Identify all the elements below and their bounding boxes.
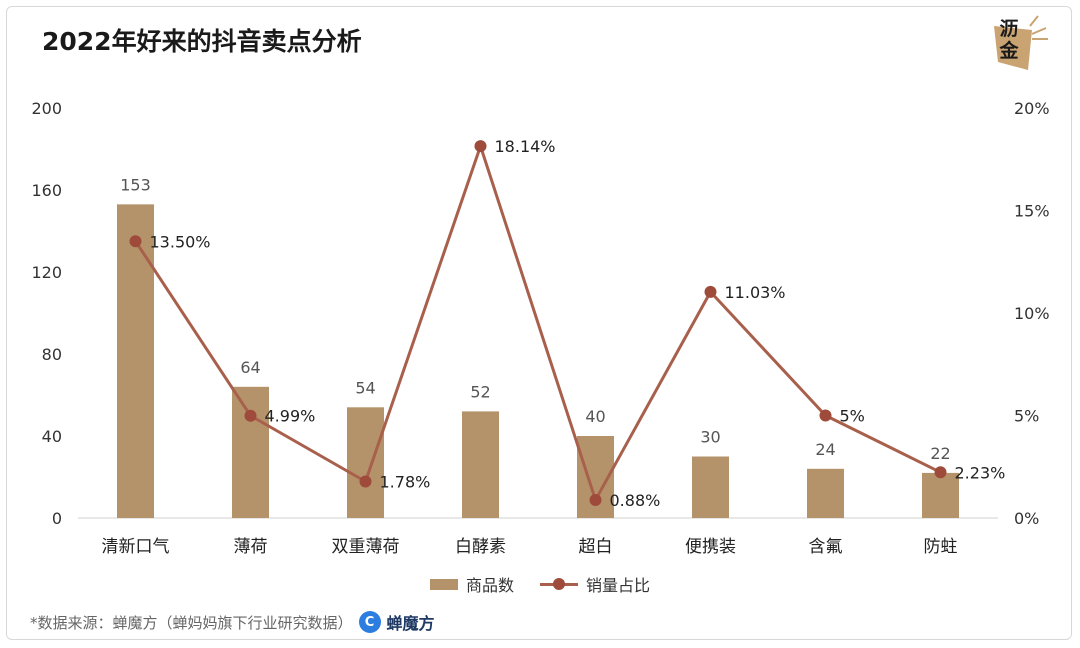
line-value-label: 2.23% [955,463,1006,482]
line-value-label: 5% [840,407,865,426]
data-source-note: *数据来源：蝉魔方（蝉妈妈旗下行业研究数据） C 蝉魔方 [30,610,435,634]
legend-line-swatch [540,578,578,590]
bar [117,204,154,518]
y-left-tick-label: 200 [31,99,62,118]
x-tick-label: 超白 [579,537,613,557]
line-point [474,140,487,153]
page-title: 2022年好来的抖音卖点分析 [42,27,362,56]
y-right-tick-label: 5% [1014,407,1039,426]
line-point [129,235,142,248]
line-value-label: 1.78% [380,473,431,492]
bar [462,411,499,518]
y-left-tick-label: 0 [52,509,62,528]
legend-item-line: 销量占比 [540,572,650,596]
x-tick-label: 清新口气 [102,537,170,557]
y-left-tick-label: 160 [31,181,62,200]
y-left-tick-label: 40 [42,427,62,446]
bar [347,407,384,518]
bar-value-label: 22 [930,444,950,463]
line-point [589,493,602,506]
line-value-label: 4.99% [265,407,316,426]
line-value-label: 18.14% [495,137,556,156]
source-text: *数据来源：蝉魔方（蝉妈妈旗下行业研究数据） [30,613,353,632]
line-value-label: 11.03% [725,283,786,302]
bar-value-label: 30 [700,428,720,447]
x-tick-label: 白酵素 [455,537,506,557]
x-tick-label: 含氟 [809,537,843,557]
y-right-tick-label: 20% [1014,99,1050,118]
line-point [819,409,832,422]
y-right-tick-label: 0% [1014,509,1039,528]
series-line [134,144,942,502]
legend-bar-swatch [429,578,458,590]
liji-logo-icon [994,15,1048,70]
brand-name: 蝉魔方 [386,614,435,633]
bar-value-label: 153 [120,175,151,194]
bar-value-label: 24 [815,440,835,459]
y-right-tick-label: 10% [1014,304,1050,323]
legend-bar-label: 商品数 [465,576,514,595]
y-right-tick-label: 15% [1014,202,1050,221]
bar-value-label: 54 [355,378,375,397]
line-point [244,409,257,422]
line-value-label: 13.50% [150,232,211,251]
line-point [359,475,372,488]
bar-value-label: 64 [240,358,260,377]
x-tick-label: 薄荷 [234,537,268,557]
bar [922,472,959,518]
x-tick-label: 便携装 [685,537,736,557]
bar [232,386,269,518]
legend-item-bar: 商品数 [429,572,514,596]
y-left-tick-label: 120 [31,263,62,282]
chart-frame [6,6,1072,640]
line-point [704,285,717,298]
line-point [934,466,947,479]
chanmofang-logo-icon: C [358,611,381,633]
y-left-tick-label: 80 [42,345,62,364]
chart-legend: 商品数 销量占比 [0,572,1080,596]
logo-text: 沥金 [999,18,1019,62]
legend-line-label: 销量占比 [586,576,651,595]
x-tick-label: 双重薄荷 [332,537,400,557]
bar-value-label: 40 [585,407,605,426]
bar [807,468,844,518]
bar-value-label: 52 [470,382,490,401]
line-value-label: 0.88% [610,491,661,510]
bar [692,456,729,518]
x-tick-label: 防蛀 [924,537,958,557]
